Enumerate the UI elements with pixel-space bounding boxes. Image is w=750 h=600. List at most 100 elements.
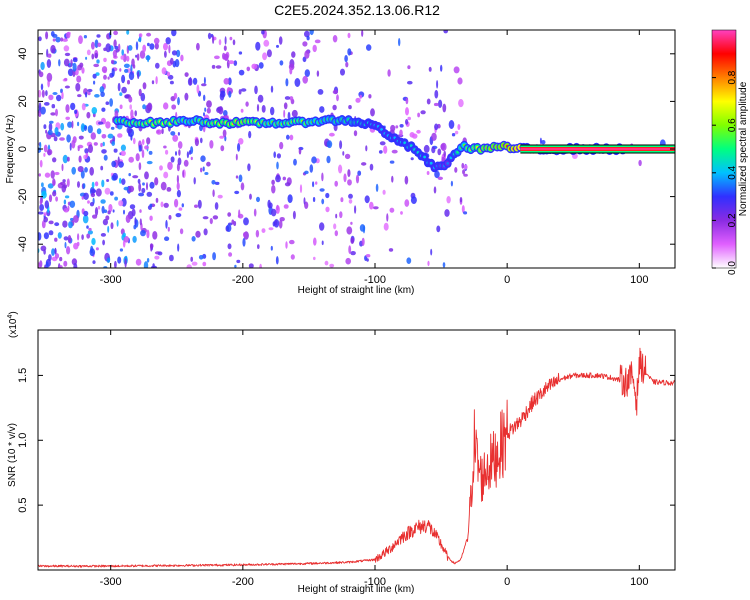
spectrogram-cell xyxy=(329,132,335,137)
spectrogram-cell xyxy=(135,54,138,58)
spectrogram-cell xyxy=(48,230,54,236)
spectrogram-cell xyxy=(332,89,339,95)
spectrogram-cell xyxy=(126,55,130,62)
spectrogram-cell xyxy=(178,149,181,156)
spectrogram-cell xyxy=(85,152,89,158)
spectrogram-cell xyxy=(426,98,431,105)
spectrogram-cell xyxy=(94,39,99,48)
spectrogram-cell xyxy=(334,230,338,237)
spectrogram-cell xyxy=(140,229,146,237)
spectrogram-cell xyxy=(38,89,42,98)
spectrogram-cell xyxy=(83,192,89,200)
spectrogram-cell xyxy=(450,180,453,187)
spectrogram-cell xyxy=(89,202,95,207)
spectrogram-cell xyxy=(186,151,189,159)
spectrogram-cell xyxy=(176,189,181,198)
spectrogram-cell xyxy=(55,36,61,43)
spectrogram-cell xyxy=(235,175,239,179)
spectrogram-cell xyxy=(163,171,169,179)
spectrogram-cell xyxy=(54,171,60,176)
spectrogram-cell xyxy=(124,68,129,73)
spectrogram-cell xyxy=(340,68,345,76)
spectrogram-cell xyxy=(64,52,71,57)
spectrogram-cell xyxy=(436,80,439,89)
colorbar-tick-label: 0.8 xyxy=(727,70,738,84)
spectrogram-cell xyxy=(178,207,183,211)
spectrogram-cell xyxy=(173,92,178,100)
spectrogram-cell xyxy=(391,175,394,183)
spectrogram-cell xyxy=(62,154,68,164)
spectrogram-cell xyxy=(160,201,164,208)
spectrogram-cell xyxy=(154,255,160,260)
spectrogram-cell xyxy=(229,36,233,41)
spectrogram-cell xyxy=(321,198,325,205)
spectrogram-cell xyxy=(43,124,47,129)
spectrogram-cell xyxy=(81,234,84,240)
spectrogram-cell xyxy=(149,43,155,50)
spectrogram-cell xyxy=(106,257,111,263)
spectrogram-cell xyxy=(319,188,325,192)
spectrogram-cell xyxy=(121,74,126,84)
spectrogram-cell xyxy=(44,172,51,178)
spectrogram-cell xyxy=(148,150,153,155)
spectrogram-cell xyxy=(302,41,308,47)
snr-x-tick-label: -100 xyxy=(364,576,386,588)
spectrogram-cell xyxy=(51,248,55,256)
spectrogram-cell xyxy=(62,38,68,42)
spectrogram-cell xyxy=(345,61,349,68)
spectrogram-cell xyxy=(138,38,142,42)
spectrogram-cell xyxy=(74,109,78,114)
spectrogram-cell xyxy=(137,71,140,80)
spectrogram-cell xyxy=(167,226,170,232)
spectrogram-cell xyxy=(234,264,237,268)
spectrogram-cell xyxy=(102,218,108,226)
spectrogram-cell xyxy=(289,67,293,75)
spectrogram-cell xyxy=(176,182,180,191)
spectrogram-cell xyxy=(165,37,171,45)
spectrogram-cell xyxy=(350,237,355,244)
spectrogram-cell xyxy=(333,223,337,230)
spectrogram-cell xyxy=(291,109,298,118)
spectrogram-cell xyxy=(368,94,372,99)
spectrogram-cell xyxy=(95,247,99,251)
spectrogram-cell xyxy=(299,184,303,194)
spectrogram-cell xyxy=(359,94,363,99)
spectrogram-cell xyxy=(463,164,468,170)
snr-frame xyxy=(37,329,676,571)
spectrogram-cell xyxy=(54,248,57,255)
spectrogram-cell xyxy=(144,171,149,180)
spectrogram-cell xyxy=(461,205,465,214)
spectrogram-cell xyxy=(361,30,364,37)
spectrogram-cell xyxy=(256,196,260,203)
spectrogram-cell xyxy=(99,86,105,94)
spectrogram-cell xyxy=(228,252,233,257)
spectrogram-cell xyxy=(319,106,325,113)
spectrogram-cell xyxy=(77,181,80,188)
spectrogram-cell xyxy=(110,222,114,230)
spectrogram-cell xyxy=(163,42,168,51)
spectrogram-cell xyxy=(218,106,224,115)
snr-multiplier-base: (x10 xyxy=(8,318,19,338)
spectrogram-cell xyxy=(154,177,159,186)
spectrogram-cell xyxy=(44,200,49,209)
spectrogram-cell xyxy=(434,89,439,99)
spectrogram-cell xyxy=(292,210,296,220)
spectrogram-cell xyxy=(146,258,150,263)
spectrogram-cell xyxy=(255,41,261,51)
spectrogram-cell xyxy=(343,173,347,183)
spectrogram-cell xyxy=(248,130,252,139)
spectrogram-cell xyxy=(278,36,283,45)
spectrogram-cell xyxy=(136,53,140,61)
spectrogram-cell xyxy=(119,68,122,72)
spectrogram-cell xyxy=(285,241,288,249)
spectrogram-cell xyxy=(90,192,96,198)
spectrogram-y-tick-label: 0 xyxy=(17,146,29,152)
spectrogram-cell xyxy=(78,135,84,140)
spectrogram-cell xyxy=(233,60,238,66)
spectrogram-cell xyxy=(317,89,324,95)
spectrogram-cell xyxy=(52,178,56,187)
spectrogram-cell xyxy=(182,170,185,178)
spectrogram-cell xyxy=(73,215,79,223)
spectrogram-cell xyxy=(405,97,409,105)
steady-band-peak xyxy=(520,148,675,150)
